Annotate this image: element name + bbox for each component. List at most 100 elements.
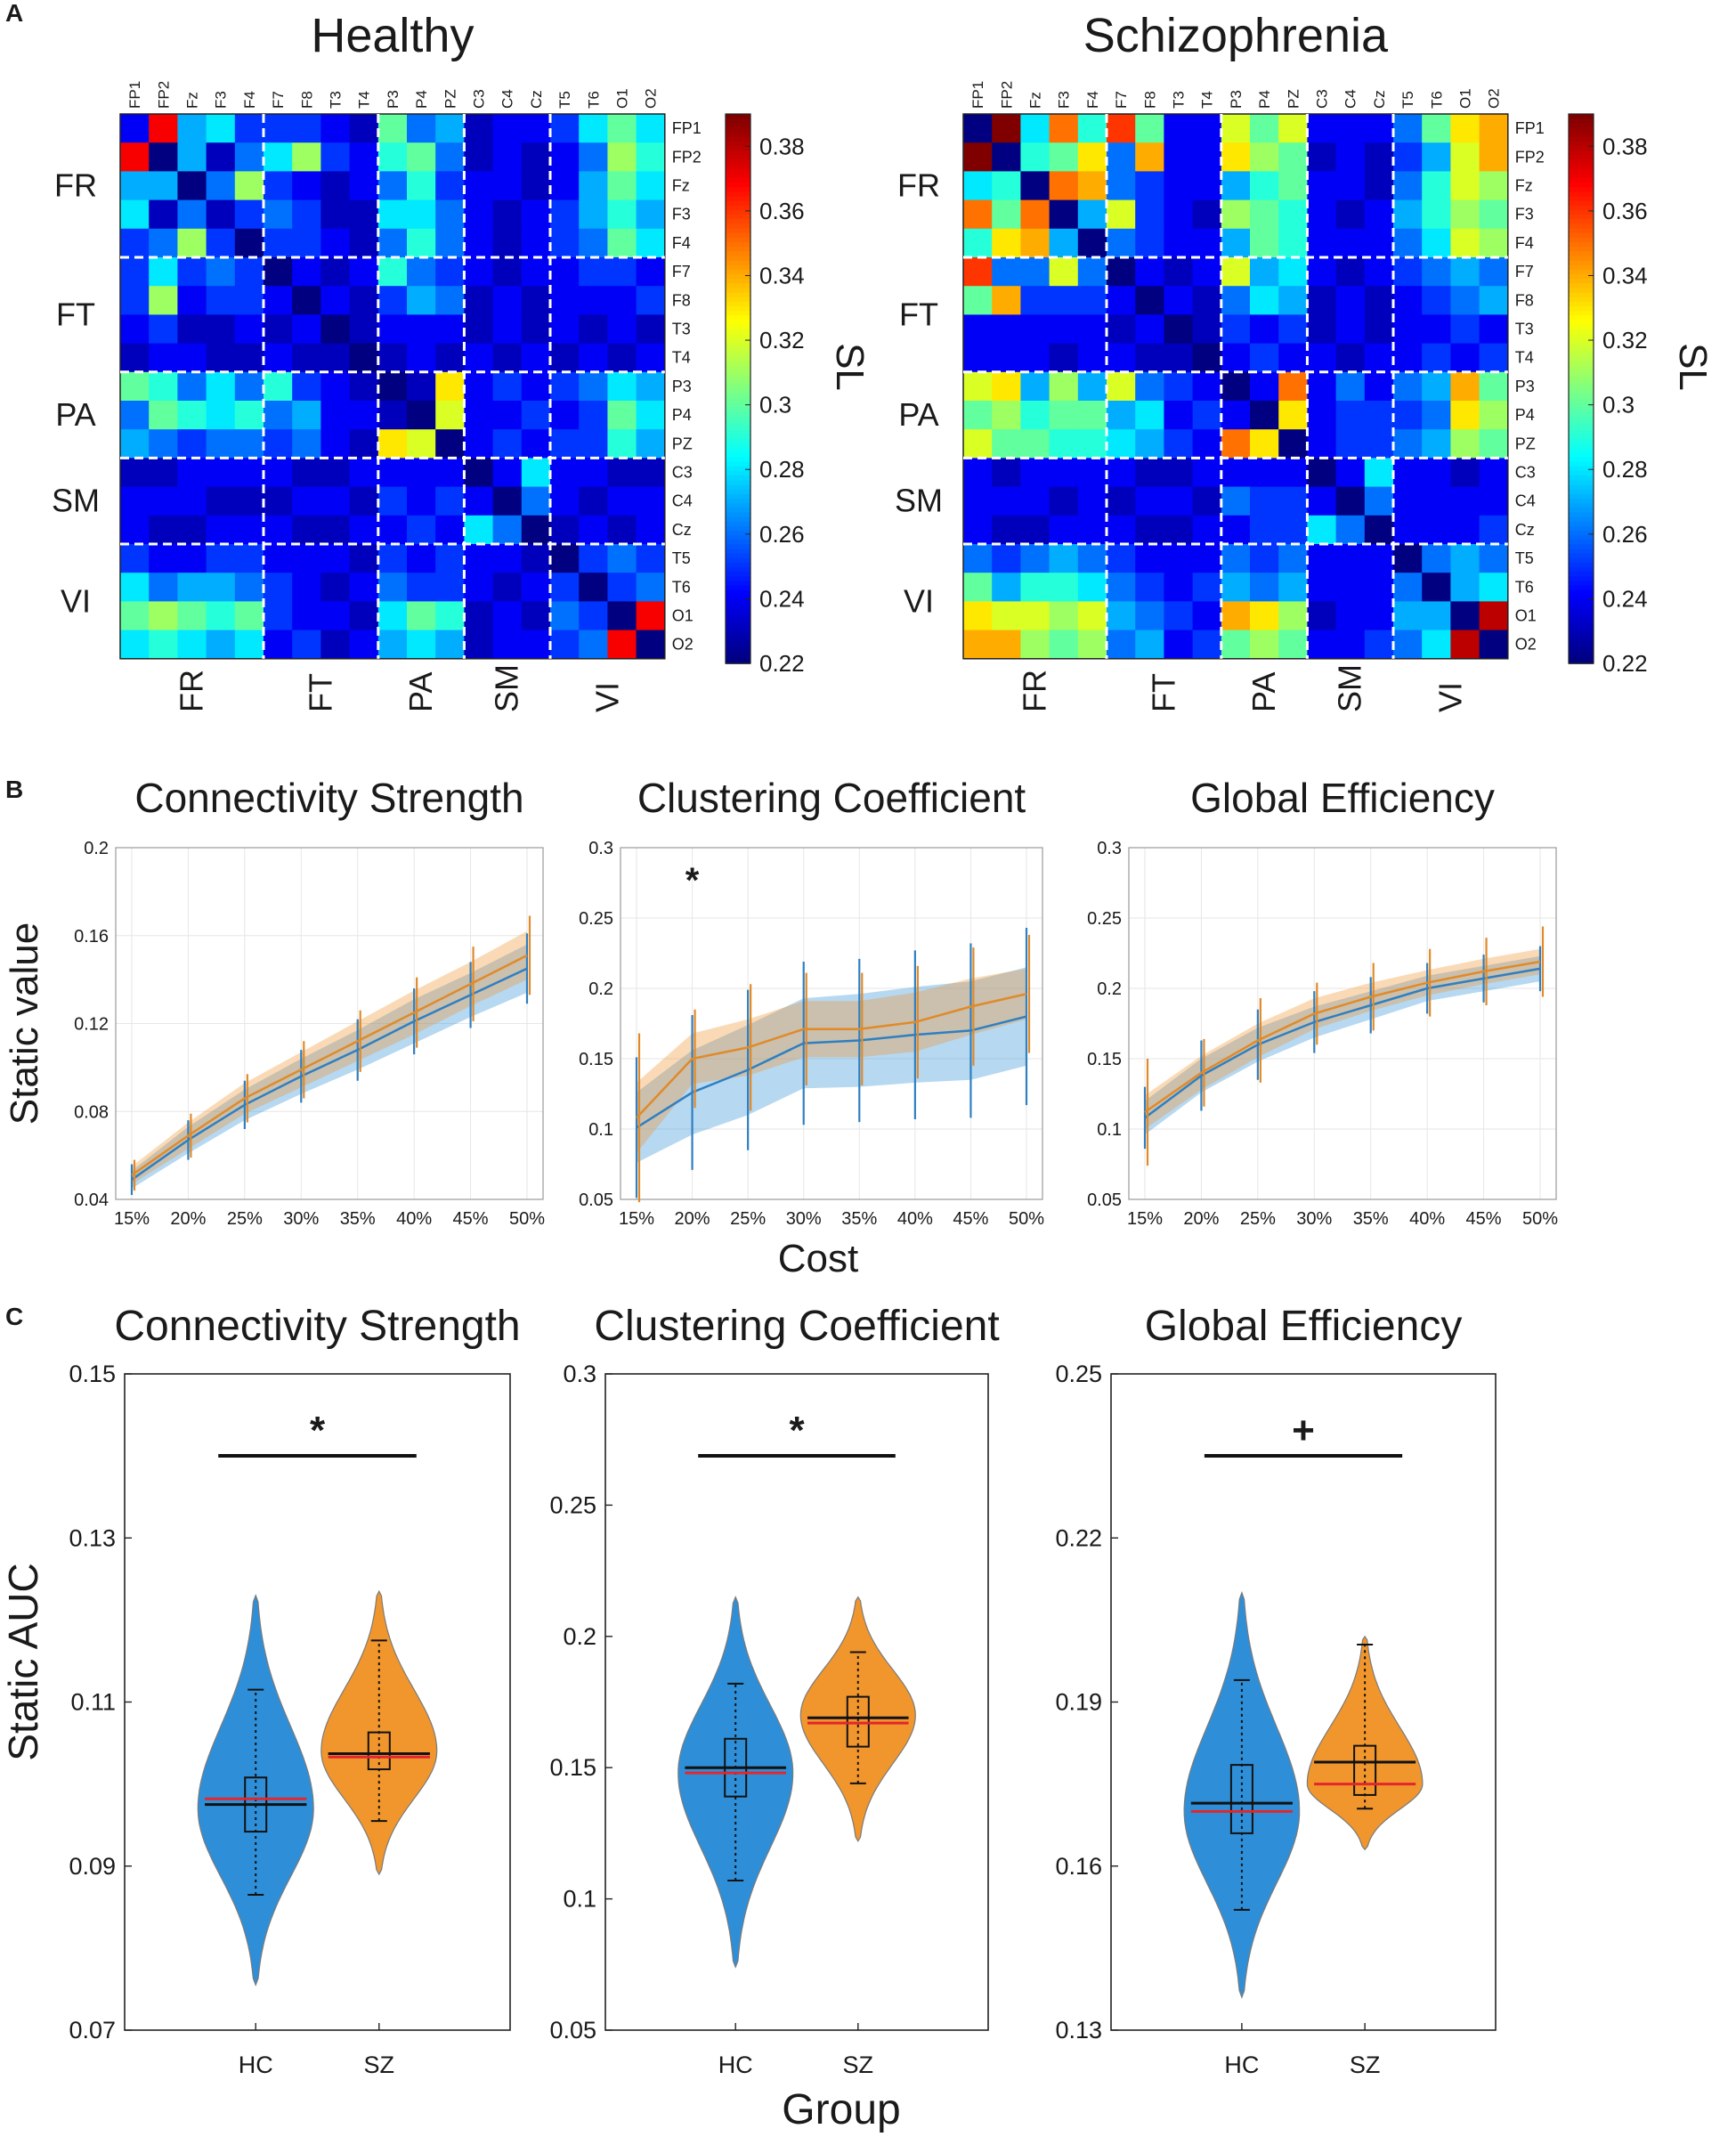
heatmap-cell: [177, 401, 207, 430]
heatmap-cell: [149, 171, 178, 201]
heatmap-cell: [120, 343, 150, 373]
heatmap-cell: [1307, 601, 1337, 631]
heatmap-cell: [206, 544, 236, 573]
y-tick-label: 0.15: [69, 1361, 116, 1387]
heatmap-cell: [320, 199, 351, 230]
colorbar-segment: [1569, 159, 1594, 166]
heatmap-cell: [177, 142, 207, 172]
heatmap-cell: [1278, 257, 1308, 287]
channel-label-right: O1: [1515, 607, 1537, 625]
channel-label-top: O2: [643, 88, 660, 109]
channel-label-top: Cz: [1371, 90, 1388, 109]
colorbar-tick-label: 0.3: [759, 392, 791, 418]
heatmap-cell: [1479, 114, 1509, 143]
heatmap-cell: [149, 199, 178, 230]
colorbar-segment: [1569, 375, 1594, 381]
channel-label-right: T5: [1515, 549, 1534, 567]
colorbar-segment: [1569, 489, 1594, 495]
channel-label-top: P4: [1256, 90, 1273, 109]
heatmap-cell: [607, 286, 637, 315]
heatmap-cell: [206, 114, 236, 143]
heatmap-cell: [1335, 371, 1366, 402]
significance-marker: *: [685, 861, 700, 900]
heatmap-cell: [464, 314, 494, 345]
heatmap-cell: [492, 371, 523, 402]
heatmap-cell: [1107, 544, 1136, 573]
heatmap-cell: [1221, 630, 1251, 660]
heatmap-cell: [149, 228, 178, 258]
heatmap-cell: [992, 573, 1021, 602]
heatmap-cell: [1107, 630, 1136, 660]
heatmap-cell: [1164, 601, 1194, 631]
heatmap-cell: [292, 114, 321, 143]
heatmap-cell: [550, 171, 580, 201]
heatmap-cell: [1307, 429, 1337, 459]
heatmap-cell: [1192, 314, 1222, 345]
heatmap-cell: [521, 228, 551, 258]
heatmap-cell: [377, 114, 408, 143]
y-tick-label: 0.05: [579, 1190, 613, 1210]
colorbar-segment: [1569, 292, 1594, 298]
heatmap-cell: [1250, 199, 1279, 230]
colorbar-segment: [1569, 599, 1594, 605]
x-tick-label: 45%: [953, 1209, 988, 1229]
heatmap-cell: [1049, 429, 1079, 459]
colorbar-segment: [1569, 150, 1594, 157]
region-label-bottom: SM: [1332, 664, 1368, 712]
colorbar-segment: [726, 562, 750, 568]
colorbar-segment: [726, 420, 750, 427]
heatmap-cell: [1049, 515, 1079, 545]
heatmap-cell: [1192, 486, 1222, 516]
heatmap-cell: [320, 228, 351, 258]
heatmap-cell: [521, 601, 551, 631]
heatmap-cell: [1364, 228, 1394, 258]
series-band-sz: [637, 968, 1026, 1153]
heatmap-cell: [1364, 371, 1394, 402]
colorbar-segment: [726, 315, 750, 321]
heatmap-cell: [292, 515, 321, 545]
heatmap-cell: [1221, 171, 1251, 201]
heatmap-cell: [1393, 257, 1423, 287]
heatmap-cell: [1135, 228, 1164, 258]
colorbar-segment: [726, 608, 750, 614]
channel-label-right: F7: [1515, 263, 1534, 280]
heatmap-cell: [492, 429, 523, 459]
heatmap-cell: [1278, 199, 1308, 230]
heatmap-cell: [550, 486, 580, 516]
heatmap-cell: [435, 573, 465, 602]
heatmap-cell: [1307, 401, 1337, 430]
heatmap-cell: [1364, 286, 1394, 315]
heatmap-cell: [320, 171, 351, 201]
channel-label-top: T5: [1399, 91, 1416, 109]
y-tick-label: 0.2: [588, 979, 613, 999]
line-chart-title: Global Efficiency: [1190, 775, 1495, 821]
heatmap-cell: [1393, 114, 1423, 143]
colorbar-segment: [726, 617, 750, 623]
x-tick-label: 25%: [227, 1209, 263, 1229]
colorbar-segment: [1569, 127, 1594, 134]
y-tick-label: 0.2: [563, 1623, 596, 1650]
x-tick-label: 40%: [897, 1209, 933, 1229]
heatmap-cell: [177, 114, 207, 143]
heatmap-cell: [1335, 458, 1366, 488]
colorbar-segment: [726, 283, 750, 289]
heatmap-cell: [264, 458, 293, 488]
colorbar-segment: [726, 443, 750, 450]
heatmap-cell: [407, 142, 436, 172]
heatmap-cell: [206, 429, 236, 459]
heatmap-cell: [1164, 573, 1194, 602]
heatmap-cell: [1393, 429, 1423, 459]
heatmap-cell: [1192, 114, 1222, 143]
heatmap-cell: [1221, 314, 1251, 345]
heatmap-cell: [1393, 486, 1423, 516]
colorbar-segment: [726, 256, 750, 262]
heatmap-cell: [992, 630, 1021, 660]
heatmap-cell: [1250, 142, 1279, 172]
colorbar-segment: [1569, 343, 1594, 349]
heatmap-cell: [521, 458, 551, 488]
heatmap-cell: [1049, 257, 1079, 287]
channel-label-right: FP1: [1515, 119, 1545, 137]
heatmap-cell: [1307, 114, 1337, 143]
heatmap-cell: [1450, 515, 1480, 545]
heatmap-cell: [349, 601, 379, 631]
